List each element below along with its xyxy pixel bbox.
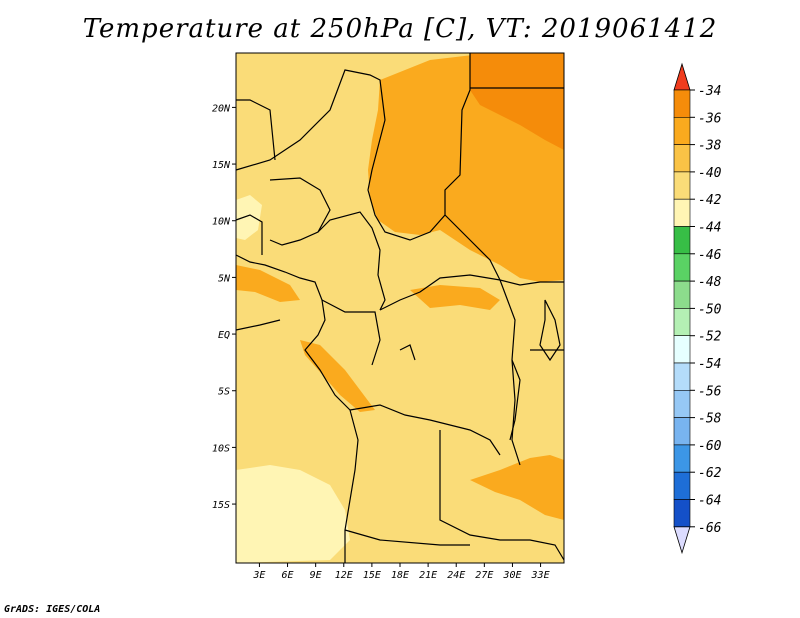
longitude-axis: 3E 6E 9E 12E 15E 18E 21E 24E 27E 30E 33E — [252, 563, 550, 581]
colorbar-label: -50 — [698, 302, 722, 317]
lon-tick-label: 15E — [363, 570, 381, 581]
colorbar-label: -64 — [698, 494, 721, 509]
colorbar-label: -42 — [698, 193, 722, 208]
lon-tick-label: 27E — [475, 570, 493, 581]
lat-tick-label: 5S — [218, 387, 230, 398]
temperature-zone-38-coast — [300, 340, 375, 412]
colorbar-swatch — [673, 417, 691, 446]
temperature-zone-38-southeast — [470, 455, 564, 520]
colorbar: -34 -36 -38 -40 -42 -44 -46 -48 -50 -52 -54 -56 -58 -… — [673, 62, 722, 555]
grads-credit: GrADS: IGES/COLA — [4, 604, 101, 615]
map-plot-area — [235, 52, 565, 564]
colorbar-label: -60 — [698, 439, 722, 454]
map-title: Temperature at 250hPa [C], VT: 201906141… — [82, 14, 718, 44]
colorbar-label: -58 — [698, 412, 722, 427]
country-borders — [235, 53, 565, 563]
colorbar-swatch — [673, 444, 691, 473]
temperature-zone-42-southwest — [236, 465, 350, 563]
colorbar-swatch — [673, 226, 691, 255]
lon-tick-label: 9E — [310, 570, 322, 581]
colorbar-label: -46 — [698, 248, 722, 263]
lat-tick-label: EQ — [218, 330, 230, 341]
colorbar-swatch — [673, 89, 691, 118]
lat-tick-label: 20N — [212, 103, 231, 114]
colorbar-swatch — [673, 389, 691, 418]
colorbar-swatch — [673, 335, 691, 364]
lon-tick-label: 24E — [447, 570, 465, 581]
lon-tick-label: 12E — [335, 570, 353, 581]
colorbar-label: -34 — [698, 84, 721, 99]
colorbar-label: -56 — [698, 384, 722, 399]
temperature-zone-38-central — [410, 285, 500, 310]
colorbar-swatch — [673, 471, 691, 500]
colorbar-label: -40 — [698, 166, 722, 181]
colorbar-bottom-arrow — [673, 526, 691, 555]
lat-tick-label: 5N — [218, 273, 231, 284]
colorbar-swatch — [673, 280, 691, 309]
temperature-zone-36-north — [470, 53, 564, 150]
lon-tick-label: 30E — [502, 570, 521, 581]
colorbar-swatch — [673, 499, 691, 528]
colorbar-label: -62 — [698, 466, 722, 481]
lat-tick-label: 15N — [212, 160, 231, 171]
lon-tick-label: 3E — [252, 570, 265, 581]
colorbar-swatch — [673, 362, 691, 391]
lon-tick-label: 6E — [282, 570, 294, 581]
lat-tick-label: 15S — [212, 500, 230, 511]
colorbar-swatch — [673, 308, 691, 336]
lon-tick-label: 21E — [419, 570, 437, 581]
colorbar-label: -54 — [698, 357, 721, 372]
colorbar-swatch — [673, 253, 691, 282]
colorbar-label: -66 — [698, 521, 722, 536]
colorbar-swatch — [673, 171, 691, 200]
lon-tick-label: 33E — [531, 570, 550, 581]
colorbar-label: -38 — [698, 139, 722, 154]
lat-tick-label: 10N — [212, 217, 231, 228]
colorbar-label: -44 — [698, 221, 721, 236]
colorbar-label: -52 — [698, 330, 722, 345]
colorbar-swatch — [673, 117, 691, 145]
colorbar-label: -36 — [698, 111, 722, 126]
colorbar-swatch — [673, 198, 691, 227]
colorbar-label: -48 — [698, 275, 722, 290]
lat-tick-label: 10S — [212, 443, 230, 454]
colorbar-top-arrow — [673, 62, 691, 91]
temperature-zone-38-belt — [236, 265, 300, 302]
colorbar-swatch — [673, 144, 691, 173]
latitude-axis: 20N 15N 10N 5N EQ 5S 10S 15S — [212, 103, 236, 511]
temperature-zone-42-west — [236, 195, 262, 240]
lon-tick-label: 18E — [391, 570, 409, 581]
